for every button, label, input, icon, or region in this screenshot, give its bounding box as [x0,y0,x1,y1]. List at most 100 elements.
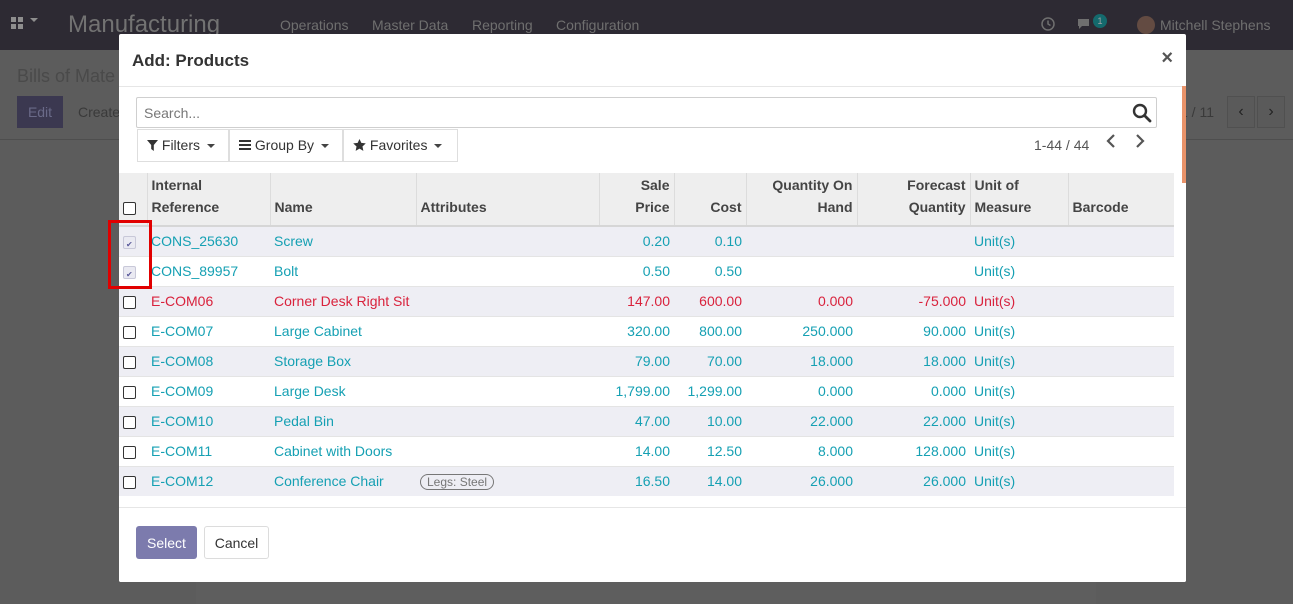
cell-attributes[interactable] [416,225,599,257]
cell-forecast-quantity[interactable]: 26.000 [857,466,970,496]
column-name[interactable]: Name [269,173,416,227]
table-row[interactable]: E-COM12 Conference Chair Legs: Steel 16.… [119,466,1174,496]
cell-sale-price[interactable]: 1,799.00 [599,376,674,407]
scrollbar[interactable] [1182,86,1186,183]
column-internal-reference[interactable]: Internal Reference [146,173,270,227]
cell-unit-of-measure[interactable]: Unit(s) [970,466,1068,496]
close-icon[interactable]: × [1161,47,1173,69]
cell-attributes[interactable] [416,436,599,467]
pager-next-chevron-right-icon[interactable] [1131,134,1149,154]
cell-unit-of-measure[interactable]: Unit(s) [970,436,1068,467]
select-all-header[interactable] [119,173,147,227]
cell-unit-of-measure[interactable]: Unit(s) [970,406,1068,437]
row-checkbox[interactable] [123,296,136,310]
cell-name[interactable]: Pedal Bin [270,406,416,437]
cell-internal-reference[interactable]: E-COM12 [147,466,270,496]
cell-forecast-quantity[interactable]: 128.000 [857,436,970,467]
cell-name[interactable]: Corner Desk Right Sit [270,286,416,317]
cell-forecast-quantity[interactable]: 18.000 [857,346,970,377]
cell-name[interactable]: Cabinet with Doors [270,436,416,467]
row-checkbox[interactable] [123,416,136,430]
filters-dropdown-button[interactable]: Filters [137,129,229,162]
select-all-checkbox[interactable] [123,202,136,216]
column-sale-price[interactable]: Sale Price [598,173,674,227]
cell-quantity-on-hand[interactable]: 250.000 [746,316,857,347]
cell-internal-reference[interactable]: E-COM06 [147,286,270,317]
activity-clock-icon[interactable] [1041,17,1055,34]
cell-name[interactable]: Large Desk [270,376,416,407]
row-checkbox[interactable] [123,326,136,340]
row-checkbox-cell[interactable] [119,225,147,257]
cell-cost[interactable]: 14.00 [674,466,746,496]
column-attributes[interactable]: Attributes [415,173,599,227]
cell-sale-price[interactable]: 0.20 [599,225,674,257]
search-input[interactable] [137,98,1122,127]
cell-name[interactable]: Large Cabinet [270,316,416,347]
cell-cost[interactable]: 12.50 [674,436,746,467]
column-forecast-quantity[interactable]: Forecast Quantity [856,173,970,227]
row-checkbox-cell[interactable] [119,346,147,377]
row-checkbox[interactable] [123,386,136,400]
cell-internal-reference[interactable]: CONS_25630 [147,225,270,257]
cell-unit-of-measure[interactable]: Unit(s) [970,286,1068,317]
table-row[interactable]: E-COM11 Cabinet with Doors 14.00 12.50 8… [119,436,1174,467]
cell-name[interactable]: Screw [270,225,416,257]
row-checkbox-cell[interactable] [119,376,147,407]
cell-sale-price[interactable]: 0.50 [599,256,674,287]
row-checkbox-cell[interactable] [119,316,147,347]
cell-cost[interactable]: 0.50 [674,256,746,287]
group-by-dropdown-button[interactable]: Group By [229,129,343,162]
cell-barcode[interactable] [1068,436,1174,467]
cell-name[interactable]: Conference Chair [270,466,416,496]
cancel-button[interactable]: Cancel [204,526,269,559]
cell-cost[interactable]: 70.00 [674,346,746,377]
cell-sale-price[interactable]: 79.00 [599,346,674,377]
cell-quantity-on-hand[interactable]: 8.000 [746,436,857,467]
cell-forecast-quantity[interactable]: -75.000 [857,286,970,317]
apps-menu-icon[interactable] [11,17,41,33]
cell-unit-of-measure[interactable]: Unit(s) [970,256,1068,287]
cell-attributes[interactable] [416,406,599,437]
edit-button[interactable]: Edit [17,96,63,128]
cell-sale-price[interactable]: 16.50 [599,466,674,496]
cell-barcode[interactable] [1068,286,1174,317]
cell-forecast-quantity[interactable] [857,256,970,287]
cell-internal-reference[interactable]: E-COM07 [147,316,270,347]
cell-barcode[interactable] [1068,466,1174,496]
cell-unit-of-measure[interactable]: Unit(s) [970,225,1068,257]
menu-master-data[interactable]: Master Data [372,17,449,33]
avatar[interactable] [1137,16,1155,34]
breadcrumb[interactable]: Bills of Mate [17,66,116,86]
search-icon[interactable] [1132,103,1152,123]
cell-quantity-on-hand[interactable]: 18.000 [746,346,857,377]
cell-sale-price[interactable]: 47.00 [599,406,674,437]
select-button[interactable]: Select [136,526,197,559]
cell-forecast-quantity[interactable] [857,225,970,257]
cell-attributes[interactable] [416,316,599,347]
table-row[interactable]: CONS_25630 Screw 0.20 0.10 Unit(s) [119,225,1174,257]
cell-unit-of-measure[interactable]: Unit(s) [970,346,1068,377]
cell-internal-reference[interactable]: CONS_89957 [147,256,270,287]
cell-attributes[interactable]: Legs: Steel [416,466,599,496]
cell-barcode[interactable] [1068,346,1174,377]
chat-icon[interactable] [1077,17,1093,34]
cell-cost[interactable]: 800.00 [674,316,746,347]
row-checkbox[interactable] [123,476,136,490]
table-row[interactable]: E-COM06 Corner Desk Right Sit 147.00 600… [119,286,1174,317]
row-checkbox-cell[interactable] [119,286,147,317]
cell-internal-reference[interactable]: E-COM08 [147,346,270,377]
prev-record-chevron-left-icon[interactable]: ‹ [1227,96,1255,128]
cell-name[interactable]: Storage Box [270,346,416,377]
user-menu[interactable]: Mitchell Stephens [1160,17,1271,33]
row-checkbox-cell[interactable] [119,256,147,287]
row-checkbox[interactable] [123,264,136,285]
cell-cost[interactable]: 600.00 [674,286,746,317]
row-checkbox-cell[interactable] [119,406,147,437]
row-checkbox-cell[interactable] [119,466,147,496]
table-row[interactable]: E-COM10 Pedal Bin 47.00 10.00 22.000 22.… [119,406,1174,437]
cell-barcode[interactable] [1068,316,1174,347]
cell-attributes[interactable] [416,376,599,407]
cell-quantity-on-hand[interactable]: 0.000 [746,286,857,317]
row-checkbox[interactable] [123,446,136,460]
cell-internal-reference[interactable]: E-COM10 [147,406,270,437]
